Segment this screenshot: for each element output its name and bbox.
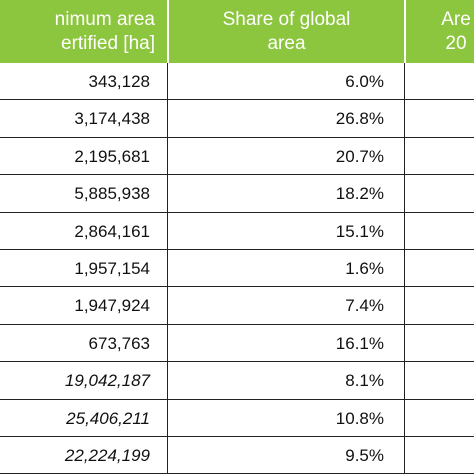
area-cell: 2,864,161	[74, 221, 150, 241]
share-cell: 10.8%	[335, 408, 384, 428]
row-border	[0, 249, 474, 250]
column-border	[167, 63, 168, 474]
row-border	[0, 174, 474, 176]
share-cell: 7.4%	[345, 296, 384, 316]
row-border	[0, 286, 474, 288]
share-cell: 20.7%	[335, 146, 384, 166]
column-border	[404, 63, 405, 474]
area-cell: 1,947,924	[74, 296, 150, 316]
header-separator	[404, 0, 406, 63]
header-cell: Share of global area	[168, 0, 405, 63]
row-border	[0, 398, 474, 400]
header-text: ertified [ha]	[61, 32, 155, 54]
header-row	[0, 0, 474, 63]
row-border	[0, 323, 474, 325]
area-cell: 1,957,154	[74, 259, 150, 278]
area-cell: 673,763	[88, 333, 150, 353]
header-text: Share of global	[222, 8, 351, 30]
share-cell: 8.1%	[345, 371, 384, 391]
share-cell: 16.1%	[335, 333, 384, 353]
header-separator	[167, 0, 169, 63]
share-cell: 9.5%	[345, 446, 384, 465]
header-text: area	[267, 32, 306, 54]
area-cell: 22,224,199	[64, 446, 150, 465]
share-cell: 18.2%	[335, 184, 384, 204]
header-text: 20	[445, 32, 467, 54]
area-cell: 3,174,438	[74, 109, 150, 129]
area-cell: 343,128	[88, 72, 150, 91]
row-border	[0, 211, 474, 213]
header-text: nimum area	[54, 8, 155, 30]
header-text: Are	[441, 8, 471, 30]
row-border	[0, 99, 474, 101]
area-cell: 2,195,681	[74, 146, 150, 166]
share-cell: 1.6%	[345, 259, 384, 278]
share-cell: 15.1%	[335, 221, 384, 241]
header-cell: Are 20	[406, 0, 474, 63]
header-cell: nimum area ertified [ha]	[0, 0, 155, 63]
area-cell: 19,042,187	[64, 371, 150, 391]
row-border	[0, 361, 474, 363]
share-cell: 26.8%	[335, 109, 384, 129]
area-cell: 25,406,211	[66, 408, 150, 428]
area-cell: 5,885,938	[74, 184, 150, 204]
row-border	[0, 436, 474, 437]
share-cell: 6.0%	[345, 72, 384, 91]
row-border	[0, 136, 474, 138]
